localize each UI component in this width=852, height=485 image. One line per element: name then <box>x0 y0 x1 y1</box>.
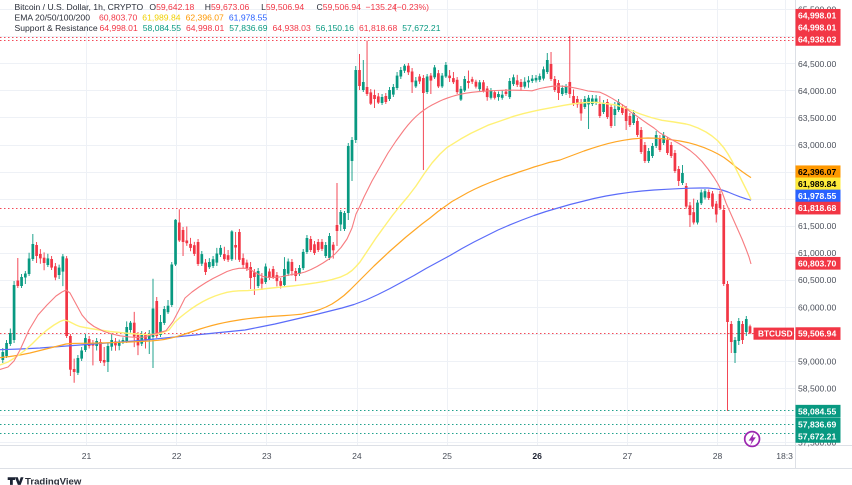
svg-text:61,978.55: 61,978.55 <box>798 191 836 201</box>
svg-text:18:3: 18:3 <box>776 451 793 461</box>
svg-text:−135.24: −135.24 <box>366 2 398 12</box>
svg-text:57,672.21: 57,672.21 <box>798 432 836 442</box>
svg-text:61,000.00: 61,000.00 <box>798 248 836 258</box>
svg-text:64,998.01: 64,998.01 <box>186 23 224 33</box>
svg-text:57,836.69: 57,836.69 <box>798 419 836 429</box>
svg-text:27: 27 <box>623 451 633 461</box>
svg-text:59,506.94: 59,506.94 <box>798 329 836 339</box>
svg-text:EMA 20/50/100/200: EMA 20/50/100/200 <box>15 13 91 23</box>
svg-text:64,938.03: 64,938.03 <box>798 35 836 45</box>
svg-text:61,500.00: 61,500.00 <box>798 221 836 231</box>
svg-text:56,150.16: 56,150.16 <box>316 23 354 33</box>
svg-text:62,396.07: 62,396.07 <box>186 13 224 23</box>
svg-text:60,803.70: 60,803.70 <box>99 13 137 23</box>
svg-text:61,989.84: 61,989.84 <box>798 179 836 189</box>
svg-text:(−0.23%): (−0.23%) <box>394 2 429 12</box>
svg-text:Bitcoin / U.S. Dollar, 1h, CRY: Bitcoin / U.S. Dollar, 1h, CRYPTO <box>15 2 144 12</box>
svg-text:62,396.07: 62,396.07 <box>798 167 836 177</box>
svg-text:57,672.21: 57,672.21 <box>402 23 440 33</box>
svg-text:TradingView: TradingView <box>25 476 82 485</box>
svg-text:24: 24 <box>352 451 362 461</box>
svg-text:Support & Resistance: Support & Resistance <box>15 23 98 33</box>
svg-text:63,000.00: 63,000.00 <box>798 140 836 150</box>
svg-text:64,938.03: 64,938.03 <box>273 23 311 33</box>
svg-text:BTCUSD: BTCUSD <box>758 329 793 339</box>
svg-text:60,500.00: 60,500.00 <box>798 275 836 285</box>
svg-text:58,084.55: 58,084.55 <box>143 23 181 33</box>
svg-text:64,998.01: 64,998.01 <box>100 23 138 33</box>
svg-text:61,989.84: 61,989.84 <box>142 13 180 23</box>
svg-text:C59,506.94: C59,506.94 <box>317 2 362 12</box>
svg-text:25: 25 <box>442 451 452 461</box>
svg-text:63,500.00: 63,500.00 <box>798 113 836 123</box>
svg-text:61,818.68: 61,818.68 <box>798 203 836 213</box>
svg-text:58,500.00: 58,500.00 <box>798 383 836 393</box>
svg-text:23: 23 <box>262 451 272 461</box>
svg-text:21: 21 <box>82 451 92 461</box>
svg-text:58,084.55: 58,084.55 <box>798 406 836 416</box>
svg-text:H59,673.06: H59,673.06 <box>205 2 250 12</box>
svg-text:61,978.55: 61,978.55 <box>229 13 267 23</box>
svg-text:64,998.01: 64,998.01 <box>798 10 836 20</box>
svg-text:64,500.00: 64,500.00 <box>798 59 836 69</box>
svg-text:L59,506.94: L59,506.94 <box>261 2 304 12</box>
svg-text:26: 26 <box>532 451 542 461</box>
svg-text:28: 28 <box>713 451 723 461</box>
svg-text:61,818.68: 61,818.68 <box>359 23 397 33</box>
svg-text:59,000.00: 59,000.00 <box>798 356 836 366</box>
svg-text:22: 22 <box>172 451 182 461</box>
svg-text:64,000.00: 64,000.00 <box>798 86 836 96</box>
svg-text:57,836.69: 57,836.69 <box>229 23 267 33</box>
svg-text:64,998.01: 64,998.01 <box>798 23 836 33</box>
svg-text:60,000.00: 60,000.00 <box>798 302 836 312</box>
svg-text:60,803.70: 60,803.70 <box>798 258 836 268</box>
svg-text:O59,642.18: O59,642.18 <box>149 2 194 12</box>
